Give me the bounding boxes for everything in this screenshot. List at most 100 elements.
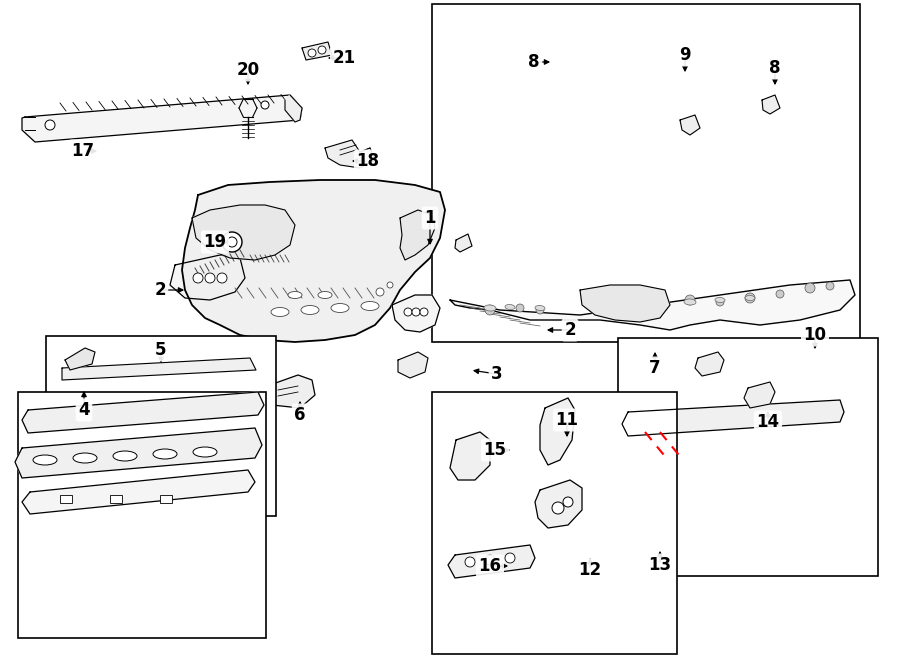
Circle shape: [205, 273, 215, 283]
Polygon shape: [15, 428, 262, 478]
Text: 7: 7: [649, 359, 661, 377]
Circle shape: [318, 46, 326, 54]
Bar: [432, 4, 860, 342]
Ellipse shape: [193, 447, 217, 457]
Polygon shape: [450, 432, 490, 480]
Bar: [60, 495, 72, 503]
Text: 14: 14: [756, 413, 779, 431]
Ellipse shape: [33, 455, 57, 465]
Circle shape: [485, 305, 495, 315]
Polygon shape: [22, 392, 264, 433]
Ellipse shape: [113, 451, 137, 461]
Circle shape: [217, 273, 227, 283]
Polygon shape: [170, 255, 245, 300]
Text: 11: 11: [555, 411, 579, 429]
Polygon shape: [622, 400, 844, 436]
Text: 2: 2: [564, 321, 576, 339]
Text: 6: 6: [294, 406, 306, 424]
Circle shape: [261, 101, 269, 109]
Text: 20: 20: [237, 61, 259, 79]
Circle shape: [465, 557, 475, 567]
Polygon shape: [392, 295, 440, 332]
Text: 12: 12: [579, 561, 601, 579]
Circle shape: [412, 308, 420, 316]
Text: 17: 17: [71, 142, 94, 160]
Polygon shape: [285, 95, 302, 122]
Circle shape: [552, 502, 564, 514]
Text: 21: 21: [332, 49, 356, 67]
Polygon shape: [455, 234, 472, 252]
Polygon shape: [65, 348, 95, 370]
Polygon shape: [580, 285, 670, 322]
Circle shape: [227, 237, 237, 247]
Circle shape: [826, 282, 834, 290]
Text: 16: 16: [479, 557, 501, 575]
Polygon shape: [450, 578, 674, 614]
Circle shape: [805, 283, 815, 293]
Circle shape: [516, 304, 524, 312]
Circle shape: [308, 49, 316, 57]
Circle shape: [716, 298, 724, 306]
Text: 13: 13: [648, 556, 671, 574]
Circle shape: [745, 293, 755, 303]
Bar: [432, 392, 677, 654]
Polygon shape: [400, 210, 435, 260]
Circle shape: [685, 295, 695, 305]
Text: 10: 10: [804, 326, 826, 344]
Polygon shape: [22, 470, 255, 514]
Text: 3: 3: [491, 365, 503, 383]
Text: 1: 1: [424, 209, 436, 227]
Polygon shape: [695, 352, 724, 376]
Text: 5: 5: [155, 341, 166, 359]
Polygon shape: [398, 352, 428, 378]
Ellipse shape: [271, 307, 289, 317]
Bar: [18, 392, 266, 638]
Circle shape: [222, 232, 242, 252]
Ellipse shape: [535, 305, 545, 311]
Ellipse shape: [318, 292, 332, 299]
Circle shape: [536, 306, 544, 314]
Ellipse shape: [153, 449, 177, 459]
Ellipse shape: [715, 297, 725, 303]
Ellipse shape: [301, 305, 319, 315]
Polygon shape: [182, 180, 445, 342]
Circle shape: [404, 308, 412, 316]
Polygon shape: [325, 140, 375, 168]
Ellipse shape: [684, 299, 696, 305]
Polygon shape: [192, 205, 295, 260]
Text: 15: 15: [483, 441, 507, 459]
Ellipse shape: [745, 295, 755, 301]
Text: 8: 8: [528, 53, 540, 71]
Circle shape: [193, 273, 203, 283]
Polygon shape: [540, 398, 575, 465]
Polygon shape: [762, 95, 780, 114]
Circle shape: [420, 308, 428, 316]
Polygon shape: [450, 280, 855, 330]
Ellipse shape: [331, 303, 349, 313]
Circle shape: [485, 555, 495, 565]
Text: 18: 18: [356, 152, 380, 170]
Text: 4: 4: [78, 401, 90, 419]
Text: 9: 9: [680, 46, 691, 64]
Polygon shape: [744, 382, 775, 408]
Ellipse shape: [73, 453, 97, 463]
Polygon shape: [680, 115, 700, 135]
Text: 19: 19: [203, 233, 227, 251]
Circle shape: [563, 497, 573, 507]
Polygon shape: [266, 375, 315, 408]
Circle shape: [387, 282, 393, 288]
Bar: [160, 495, 172, 503]
Bar: [618, 338, 878, 576]
Circle shape: [45, 120, 55, 130]
Bar: [110, 495, 122, 503]
Polygon shape: [22, 95, 302, 142]
Polygon shape: [62, 358, 256, 380]
Text: 2: 2: [154, 281, 166, 299]
Ellipse shape: [288, 292, 302, 299]
Text: 8: 8: [770, 59, 781, 77]
Circle shape: [776, 290, 784, 298]
Polygon shape: [302, 42, 332, 60]
Circle shape: [505, 553, 515, 563]
Bar: [46, 336, 276, 516]
Ellipse shape: [361, 301, 379, 311]
